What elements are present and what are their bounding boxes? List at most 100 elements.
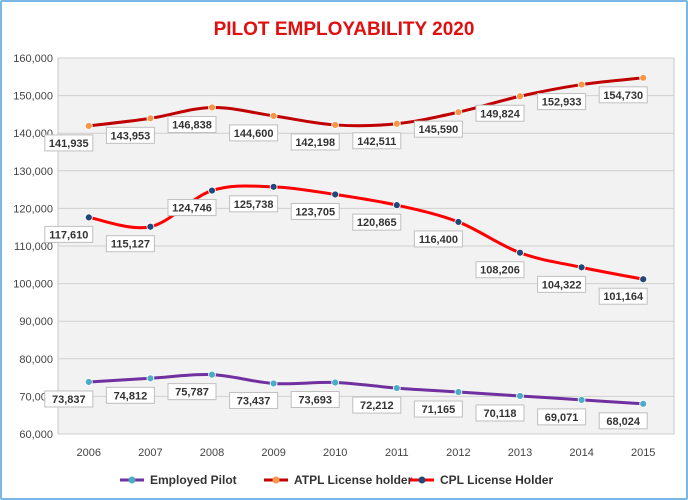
data-point <box>331 121 340 129</box>
data-point <box>84 213 93 222</box>
data-point <box>454 218 463 226</box>
data-label: 75,787 <box>175 387 209 399</box>
data-label-box <box>229 195 279 213</box>
data-label: 141,935 <box>49 138 89 150</box>
data-label: 116,400 <box>419 234 458 246</box>
x-tick-label: 2009 <box>261 447 285 459</box>
data-point <box>269 112 278 120</box>
data-label-box <box>352 132 402 150</box>
data-label: 69,071 <box>545 412 579 424</box>
data-label: 71,165 <box>422 404 456 416</box>
data-point <box>516 392 524 400</box>
data-label: 74,812 <box>114 390 148 402</box>
y-tick-label: 120,000 <box>13 203 53 215</box>
data-labels: 73,837 74,812 75,787 73,437 73,693 72,212 71,1… <box>44 86 648 430</box>
data-label-box <box>537 275 587 293</box>
data-point <box>269 182 278 191</box>
data-label-box <box>290 202 340 220</box>
data-label-box <box>290 391 340 409</box>
data-label: 146,838 <box>172 119 212 131</box>
legend: Employed Pilot ATPL License holder CPL Lic… <box>120 473 553 487</box>
data-label: 152,933 <box>542 97 582 109</box>
data-label: 73,837 <box>52 394 86 406</box>
x-tick-label: 2014 <box>569 447 593 459</box>
data-point <box>208 370 216 379</box>
y-tick-label: 130,000 <box>13 166 53 178</box>
x-tick-label: 2007 <box>138 447 162 459</box>
data-label: 115,127 <box>111 239 150 251</box>
data-label: 120,865 <box>357 217 397 229</box>
x-tick-label: 2011 <box>385 447 409 459</box>
data-label: 68,024 <box>606 416 641 428</box>
data-label: 73,693 <box>298 395 332 407</box>
data-point <box>639 73 648 82</box>
data-label-box <box>537 408 587 426</box>
legend-label-1: ATPL License holder <box>294 473 413 487</box>
data-label-box <box>229 124 279 142</box>
data-point <box>146 374 155 383</box>
data-label-box <box>475 261 525 279</box>
data-label-box <box>44 390 94 408</box>
legend-marker-0 <box>128 476 136 484</box>
chart-title: PILOT EMPLOYABILITY 2020 <box>214 19 475 40</box>
data-label: 124,746 <box>172 203 212 215</box>
data-point <box>639 275 648 284</box>
data-point <box>331 190 340 199</box>
data-label-box <box>105 386 155 404</box>
y-tick-label: 60,000 <box>19 429 53 441</box>
data-label-box <box>229 391 279 409</box>
y-tick-label: 90,000 <box>19 316 53 328</box>
x-tick-label: 2015 <box>631 447 655 459</box>
data-label: 117,610 <box>49 229 88 241</box>
data-label-box <box>598 412 648 430</box>
data-label: 142,511 <box>357 136 396 148</box>
data-point <box>84 378 93 386</box>
data-point <box>331 378 340 387</box>
data-label-box <box>44 134 94 152</box>
x-axis: 2006 2007 2008 2009 2010 2011 2012 2013 2014 2015 <box>77 447 656 459</box>
legend-marker-1 <box>272 476 280 484</box>
data-label: 143,953 <box>111 130 151 142</box>
y-tick-label: 100,000 <box>13 279 53 291</box>
x-tick-label: 2013 <box>508 447 532 459</box>
data-label-box <box>475 104 525 122</box>
data-label-box <box>105 235 155 253</box>
data-label: 142,198 <box>295 137 335 149</box>
y-tick-label: 80,000 <box>19 354 53 366</box>
data-label-box <box>290 133 340 151</box>
data-point <box>146 222 155 231</box>
data-label-box <box>475 404 525 422</box>
data-label: 73,437 <box>237 395 271 407</box>
legend-marker-2 <box>418 476 426 484</box>
data-label-box <box>413 120 463 138</box>
data-point <box>577 80 586 89</box>
x-tick-label: 2010 <box>323 447 347 459</box>
legend-label-0: Employed Pilot <box>150 473 237 487</box>
y-axis: 60,00070,00080,00090,000100,000110,00012… <box>13 53 53 441</box>
data-point <box>454 108 463 117</box>
data-point <box>392 119 401 128</box>
data-label: 154,730 <box>603 90 643 102</box>
data-point <box>577 263 586 272</box>
data-point <box>269 379 278 388</box>
data-label-box <box>105 126 155 144</box>
data-label-box <box>167 115 217 133</box>
data-point <box>146 114 155 123</box>
data-label-box <box>413 400 463 418</box>
data-label: 72,212 <box>360 400 394 412</box>
data-point <box>577 395 586 404</box>
data-label-box <box>413 230 463 248</box>
data-label: 104,322 <box>542 279 582 291</box>
data-point <box>392 384 401 392</box>
data-point <box>84 122 93 130</box>
data-label-box <box>167 383 217 401</box>
data-point <box>516 248 524 257</box>
data-label: 149,824 <box>480 108 521 120</box>
legend-label-2: CPL License Holder <box>440 473 553 487</box>
y-tick-label: 110,000 <box>14 241 53 253</box>
series-line-1 <box>88 76 644 128</box>
data-label: 125,738 <box>234 199 274 211</box>
data-point <box>208 186 216 195</box>
data-label-box <box>352 396 402 414</box>
